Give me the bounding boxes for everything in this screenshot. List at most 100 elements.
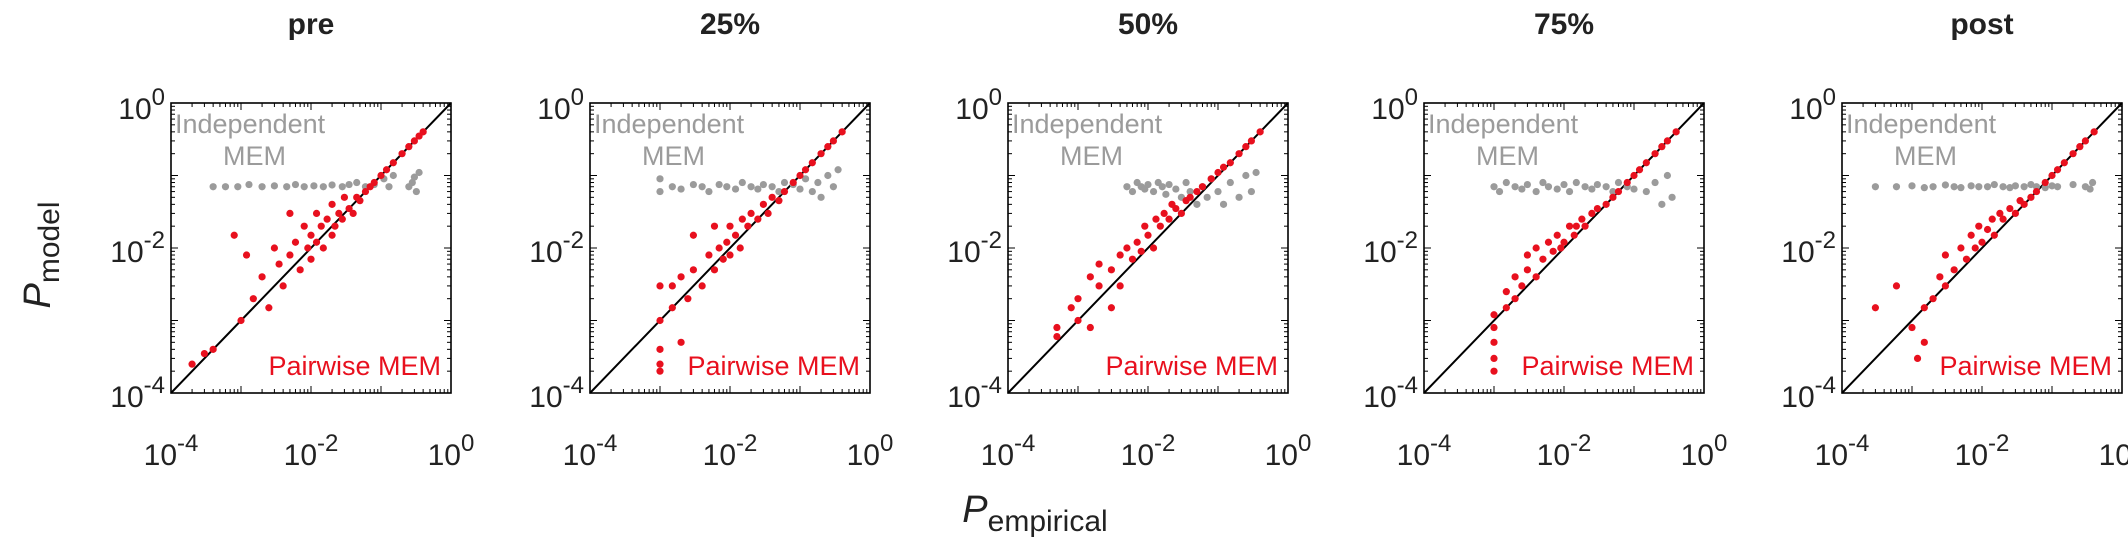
data-point bbox=[230, 231, 238, 239]
x-tick-label: 10-4 bbox=[1397, 430, 1452, 472]
data-point bbox=[1570, 231, 1578, 239]
data-point bbox=[808, 159, 816, 167]
data-point bbox=[1193, 200, 1201, 208]
data-point bbox=[340, 193, 348, 201]
data-point bbox=[2027, 180, 2035, 189]
data-point bbox=[286, 209, 294, 218]
data-point bbox=[1149, 244, 1158, 252]
x-tick-label-base: 10 bbox=[1681, 439, 1714, 472]
data-point bbox=[789, 178, 797, 187]
data-point bbox=[317, 222, 325, 230]
data-point bbox=[2032, 187, 2041, 196]
data-point bbox=[1975, 222, 1983, 230]
data-point bbox=[1663, 137, 1671, 145]
data-point bbox=[312, 238, 321, 246]
data-point bbox=[705, 251, 713, 259]
data-point bbox=[1523, 180, 1531, 189]
data-point bbox=[237, 316, 245, 325]
y-tick-label: 10-2 bbox=[110, 227, 165, 269]
data-point bbox=[1929, 295, 1937, 303]
data-point bbox=[780, 178, 789, 187]
data-point bbox=[1908, 182, 1916, 190]
data-point bbox=[1983, 225, 1992, 234]
data-point bbox=[1186, 187, 1194, 196]
data-point bbox=[1663, 171, 1671, 180]
y-tick-label: 100 bbox=[537, 84, 584, 126]
independent-mem-series bbox=[1871, 178, 2097, 193]
x-tick-label-base: 10 bbox=[563, 439, 596, 472]
data-point bbox=[1539, 178, 1547, 187]
data-point bbox=[1067, 304, 1075, 312]
pairwise-mem-label: Pairwise MEM bbox=[1105, 351, 1278, 381]
data-point bbox=[345, 180, 353, 189]
data-point bbox=[2069, 180, 2077, 189]
data-point bbox=[1207, 175, 1215, 183]
axis-ticks bbox=[1423, 103, 1704, 394]
data-point bbox=[1128, 255, 1137, 263]
data-point bbox=[656, 360, 664, 368]
data-point bbox=[338, 215, 346, 223]
data-point bbox=[2053, 183, 2062, 191]
pairwise-mem-series bbox=[1053, 128, 1264, 341]
x-tick-label-exponent: 0 bbox=[461, 430, 474, 457]
y-tick-label-base: 10 bbox=[955, 93, 988, 126]
data-point bbox=[389, 159, 397, 167]
data-point bbox=[710, 222, 719, 230]
x-tick-label-exponent: -2 bbox=[1988, 430, 2009, 457]
data-point bbox=[356, 197, 364, 205]
independent-mem-label-line2: MEM bbox=[1894, 141, 1957, 171]
x-tick-label-exponent: 0 bbox=[880, 430, 893, 457]
data-point bbox=[1158, 183, 1166, 191]
data-point bbox=[1198, 183, 1207, 191]
data-point bbox=[1999, 215, 2007, 223]
y-tick-label: 100 bbox=[1789, 84, 1836, 126]
data-point bbox=[1523, 266, 1531, 274]
x-tick-label-exponent: -2 bbox=[736, 430, 757, 457]
data-point bbox=[747, 183, 755, 191]
data-point bbox=[1511, 295, 1519, 303]
data-point bbox=[1214, 187, 1222, 196]
data-point bbox=[1565, 222, 1574, 230]
x-tick-label-exponent: -4 bbox=[177, 430, 198, 457]
data-point bbox=[656, 175, 664, 183]
data-point bbox=[188, 360, 196, 368]
data-point bbox=[698, 183, 706, 191]
data-point bbox=[1252, 168, 1260, 177]
data-point bbox=[1226, 159, 1234, 167]
data-point bbox=[1490, 323, 1498, 332]
data-point bbox=[2048, 182, 2056, 190]
data-point bbox=[726, 222, 734, 230]
data-point bbox=[1962, 255, 1971, 263]
data-point bbox=[419, 128, 427, 136]
data-point bbox=[2006, 204, 2014, 213]
data-point bbox=[1929, 183, 1937, 191]
y-tick-label-exponent: -4 bbox=[144, 372, 165, 399]
data-point bbox=[1502, 178, 1510, 187]
data-point bbox=[1936, 273, 1944, 281]
data-point bbox=[1107, 304, 1115, 312]
data-point bbox=[245, 180, 253, 189]
x-tick-label: 10-2 bbox=[284, 430, 339, 472]
x-tick-label: 100 bbox=[1265, 430, 1312, 472]
data-point bbox=[1172, 185, 1180, 193]
data-point bbox=[780, 187, 789, 196]
data-point bbox=[338, 183, 346, 191]
x-tick-label: 10-2 bbox=[703, 430, 758, 472]
x-tick-label-exponent: -2 bbox=[1154, 430, 1175, 457]
data-point bbox=[719, 255, 727, 263]
pairwise-mem-series bbox=[656, 128, 846, 375]
data-point bbox=[304, 244, 312, 252]
data-point bbox=[808, 187, 816, 196]
data-point bbox=[1133, 238, 1141, 246]
pairwise-mem-series bbox=[1871, 128, 2098, 363]
data-point bbox=[1975, 183, 1983, 191]
y-tick-label: 10-4 bbox=[1363, 372, 1418, 414]
data-point bbox=[817, 150, 825, 158]
data-point bbox=[307, 231, 315, 239]
data-point bbox=[1990, 231, 1998, 239]
y-tick-label-exponent: -4 bbox=[1815, 372, 1836, 399]
data-point bbox=[405, 143, 413, 151]
